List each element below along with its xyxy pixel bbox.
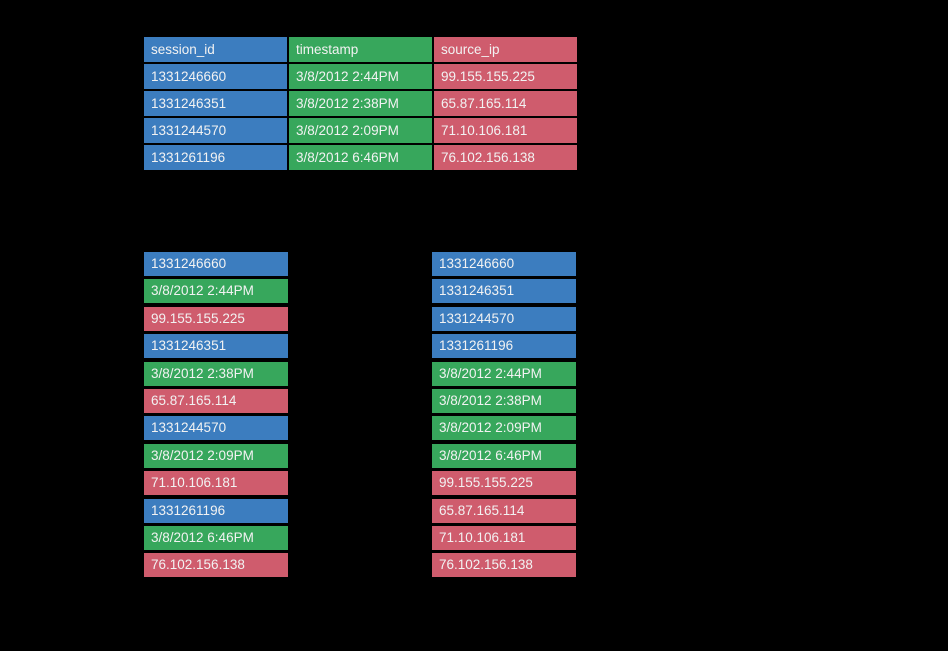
list-item: 3/8/2012 2:09PM bbox=[144, 443, 288, 468]
list-item: 3/8/2012 6:46PM bbox=[144, 525, 288, 550]
list-item: 65.87.165.114 bbox=[144, 388, 288, 413]
list-item: 3/8/2012 2:44PM bbox=[432, 361, 576, 386]
list-item: 3/8/2012 2:09PM bbox=[432, 416, 576, 441]
table-cell: 1331244570 bbox=[144, 118, 287, 143]
list-item: 1331246351 bbox=[432, 279, 576, 304]
list-item: 71.10.106.181 bbox=[432, 525, 576, 550]
column-header-timestamp: timestamp bbox=[289, 37, 432, 62]
table-cell: 1331246660 bbox=[144, 64, 287, 89]
list-item: 1331246660 bbox=[432, 252, 576, 276]
table-cell: 71.10.106.181 bbox=[434, 118, 577, 143]
column-header-session-id: session_id bbox=[144, 37, 287, 62]
list-item: 1331261196 bbox=[144, 498, 288, 523]
column-major-list: 1331246660 1331246351 1331244570 1331261… bbox=[432, 252, 576, 581]
table-cell: 65.87.165.114 bbox=[434, 91, 577, 116]
table-cell: 76.102.156.138 bbox=[434, 145, 577, 170]
list-item: 1331246351 bbox=[144, 334, 288, 359]
list-item: 1331246660 bbox=[144, 252, 288, 276]
column-header-source-ip: source_ip bbox=[434, 37, 577, 62]
row-major-list: 1331246660 3/8/2012 2:44PM 99.155.155.22… bbox=[144, 252, 288, 581]
list-item: 99.155.155.225 bbox=[432, 471, 576, 496]
list-item: 3/8/2012 2:38PM bbox=[144, 361, 288, 386]
events-table: session_id timestamp source_ip 133124666… bbox=[144, 37, 577, 170]
list-item: 76.102.156.138 bbox=[432, 553, 576, 578]
table-cell: 3/8/2012 2:38PM bbox=[289, 91, 432, 116]
table-cell: 99.155.155.225 bbox=[434, 64, 577, 89]
list-item: 1331244570 bbox=[432, 306, 576, 331]
list-item: 3/8/2012 2:44PM bbox=[144, 279, 288, 304]
list-item: 3/8/2012 6:46PM bbox=[432, 443, 576, 468]
table-cell: 3/8/2012 2:09PM bbox=[289, 118, 432, 143]
list-item: 71.10.106.181 bbox=[144, 471, 288, 496]
list-item: 99.155.155.225 bbox=[144, 306, 288, 331]
table-cell: 3/8/2012 6:46PM bbox=[289, 145, 432, 170]
list-item: 76.102.156.138 bbox=[144, 553, 288, 578]
list-item: 65.87.165.114 bbox=[432, 498, 576, 523]
table-cell: 1331261196 bbox=[144, 145, 287, 170]
table-cell: 1331246351 bbox=[144, 91, 287, 116]
list-item: 1331244570 bbox=[144, 416, 288, 441]
list-item: 3/8/2012 2:38PM bbox=[432, 388, 576, 413]
table-cell: 3/8/2012 2:44PM bbox=[289, 64, 432, 89]
list-item: 1331261196 bbox=[432, 334, 576, 359]
